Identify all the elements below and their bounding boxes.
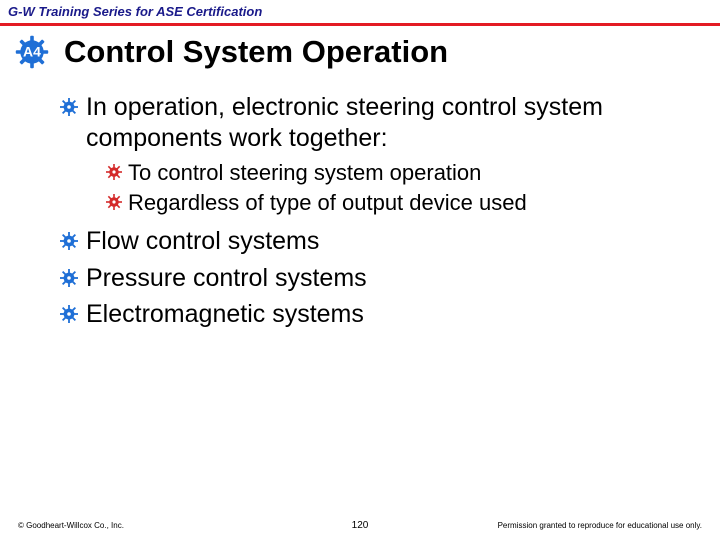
list-item: Flow control systems: [60, 226, 680, 257]
list-item: To control steering system operation: [106, 159, 680, 187]
bullet-text: Flow control systems: [86, 226, 319, 257]
list-item: In operation, electronic steering contro…: [60, 92, 680, 153]
slide: G-W Training Series for ASE Certificatio…: [0, 0, 720, 540]
sub-list: To control steering system operation Reg…: [106, 159, 680, 216]
list-item: Regardless of type of output device used: [106, 189, 680, 217]
bullet-gear-icon: [60, 232, 78, 255]
list-item: Pressure control systems: [60, 263, 680, 294]
content-area: In operation, electronic steering contro…: [0, 74, 720, 540]
bullet-gear-icon: [60, 98, 78, 121]
bullet-text: Regardless of type of output device used: [128, 189, 527, 217]
bullet-gear-icon: [106, 164, 122, 185]
title-row: A4 Control System Operation: [0, 26, 720, 74]
series-title: G-W Training Series for ASE Certificatio…: [8, 4, 262, 19]
page-number: 120: [352, 520, 369, 531]
permission-text: Permission granted to reproduce for educ…: [498, 521, 702, 530]
page-title: Control System Operation: [64, 36, 448, 69]
bullet-gear-icon: [60, 269, 78, 292]
bullet-text: Electromagnetic systems: [86, 299, 364, 330]
footer: © Goodheart-Willcox Co., Inc. 120 Permis…: [0, 521, 720, 530]
bullet-text: To control steering system operation: [128, 159, 481, 187]
badge-label: A4: [23, 44, 41, 60]
copyright-text: © Goodheart-Willcox Co., Inc.: [18, 521, 124, 530]
module-badge: A4: [14, 34, 50, 70]
header-bar: G-W Training Series for ASE Certificatio…: [0, 0, 720, 26]
bullet-gear-icon: [60, 305, 78, 328]
list-item: Electromagnetic systems: [60, 299, 680, 330]
bullet-text: In operation, electronic steering contro…: [86, 92, 680, 153]
bullet-text: Pressure control systems: [86, 263, 367, 294]
bullet-gear-icon: [106, 194, 122, 215]
